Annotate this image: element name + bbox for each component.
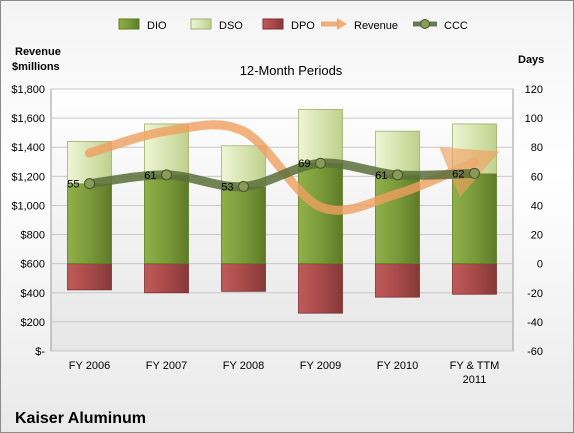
bar-dpo [452,263,497,295]
legend-dio-swatch [118,18,140,30]
left-axis-ticks: $- $200 $400 $600 $800 $1,000 $1,200 $1,400 $1,6… [11,84,45,358]
left-tick-label: $1,400 [11,142,45,154]
ccc-point [392,169,403,181]
right-tick-label: 100 [525,113,543,125]
ccc-point [238,181,249,193]
right-tick-label: 60 [531,171,543,183]
ccc-point [84,178,95,190]
legend-revenue-swatch [321,18,347,30]
legend-ccc-label: CCC [444,20,468,32]
category-label: FY 2009 [300,360,341,372]
ccc-point [469,167,480,179]
left-tick-label: $1,800 [11,84,45,96]
ccc-point [161,169,172,181]
ccc-data-label: 62 [452,168,464,180]
bar-dpo [298,263,343,314]
legend-revenue-label: Revenue [354,20,398,32]
right-tick-label: 0 [537,259,543,271]
category-label: FY & TTM [450,360,500,372]
ccc-point [315,157,326,169]
legend-dpo-swatch [262,18,284,30]
legend-dso-swatch [190,18,212,30]
bar-dio [221,186,266,265]
left-tick-label: $800 [21,230,45,242]
left-tick-label: $- [35,346,45,358]
left-tick-label: $1,600 [11,113,45,125]
left-tick-label: $1,200 [11,171,45,183]
right-tick-label: -20 [527,288,543,300]
category-labels: FY 2006 FY 2007 FY 2008 FY 2009 FY 2010 FY & … [69,360,500,386]
bar-dpo [221,263,266,292]
ccc-data-label: 53 [221,182,233,194]
legend-dso-label: DSO [219,20,243,32]
bar-dso [298,108,343,164]
right-tick-label: -40 [527,317,543,329]
left-axis-title-line1: Revenue [15,46,61,58]
legend: DIO DSO DPO Revenue CCC [118,18,468,32]
bar-dpo [375,263,420,298]
right-tick-label: -60 [527,346,543,358]
bar-dpo [67,263,112,291]
right-axis-ticks: -60 -40 -20 0 20 40 60 80 100 120 [525,84,543,358]
legend-dio-label: DIO [147,20,167,32]
left-tick-label: $1,000 [11,200,45,212]
bar-dio [144,174,189,265]
company-name: Kaiser Aluminum [15,410,146,427]
category-label: FY 2007 [146,360,187,372]
bar-dpo [144,263,189,294]
bar-dio [452,173,497,265]
category-label: FY 2006 [69,360,110,372]
ccc-data-label: 61 [375,170,387,182]
left-tick-label: $600 [21,259,45,271]
category-label: FY 2010 [377,360,418,372]
chart-subtitle: 12-Month Periods [240,63,343,78]
ccc-data-label: 69 [298,158,310,170]
category-label: 2011 [463,374,487,386]
right-tick-label: 40 [531,200,543,212]
ccc-line [85,158,479,192]
right-axis-title: Days [518,54,544,66]
left-tick-label: $400 [21,288,45,300]
legend-ccc-swatch [413,19,437,29]
bar-dio [67,183,112,265]
right-tick-label: 20 [531,230,543,242]
right-tick-label: 120 [525,84,543,96]
ccc-data-label: 61 [144,170,156,182]
left-axis-title-line2: $millions [12,61,60,73]
ccc-series: 55 61 53 69 61 62 [67,157,480,194]
left-tick-label: $200 [21,317,45,329]
ccc-data-label: 55 [67,179,79,191]
legend-dpo-label: DPO [291,20,315,32]
category-label: FY 2008 [223,360,264,372]
plot-area [50,88,514,352]
right-tick-label: 80 [531,142,543,154]
